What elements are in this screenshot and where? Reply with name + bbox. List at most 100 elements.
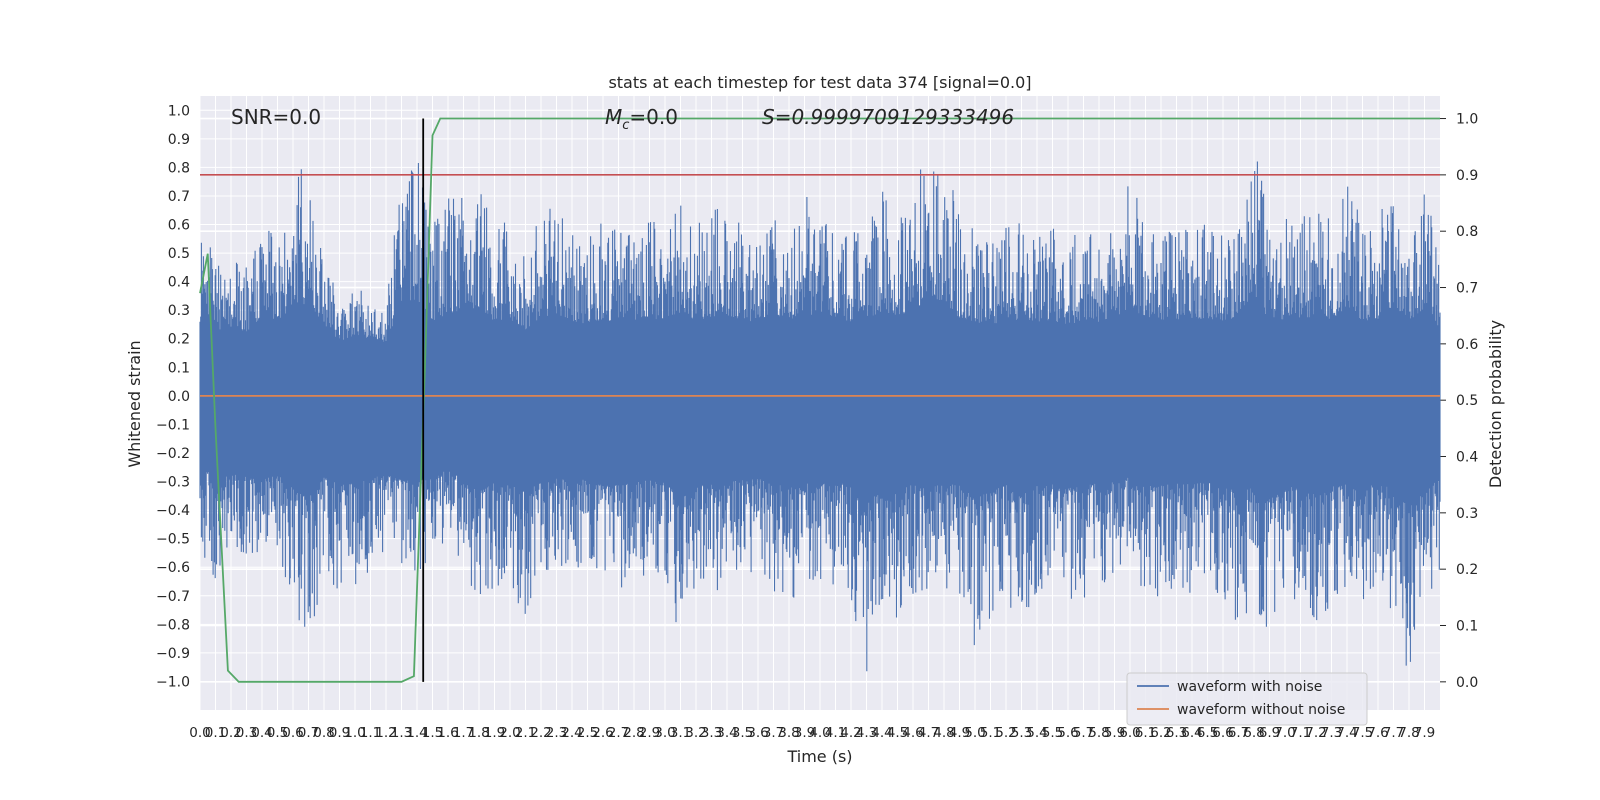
x-tick-label: 7.1	[1290, 725, 1311, 741]
x-tick-label: 6.5	[1197, 725, 1218, 741]
x-tick-label: 7.8	[1398, 725, 1419, 741]
y-tick-label: 0.2	[168, 332, 190, 348]
x-tick-label: 4.2	[840, 725, 861, 741]
y2-tick-label: 1.0	[1456, 112, 1478, 128]
chirp-mass-subscript: c	[622, 118, 629, 133]
s-annotation-text: S=0.9999709129333496	[762, 105, 1014, 129]
x-tick-label: 5.5	[1042, 725, 1063, 741]
x-tick-label: 7.2	[1305, 725, 1326, 741]
x-tick-label: 3.8	[778, 725, 799, 741]
y-tick-label: −0.1	[156, 417, 190, 433]
x-tick-label: 6.0	[1119, 725, 1140, 741]
x-tick-label: 2.8	[623, 725, 644, 741]
y-tick-label: −0.3	[156, 475, 190, 491]
overlay-series	[199, 117, 1440, 683]
x-tick-label: 6.3	[1166, 725, 1187, 741]
x-tick-label: 2.4	[561, 725, 582, 741]
x-tick-label: 3.4	[716, 725, 737, 741]
chirp-mass-annotation: Mc=0.0	[605, 105, 678, 133]
y-tick-label: −0.8	[156, 617, 190, 633]
x-tick-label: 6.7	[1228, 725, 1249, 741]
x-tick-label: 7.9	[1414, 725, 1435, 741]
x-tick-label: 5.1	[980, 725, 1001, 741]
y-tick-label: 0.8	[168, 160, 190, 176]
x-tick-label: 7.3	[1321, 725, 1342, 741]
x-tick-label: 0.2	[220, 725, 241, 741]
x-tick-label: 1.7	[453, 725, 474, 741]
x-tick-label: 1.1	[360, 725, 381, 741]
x-tick-label: 2.0	[499, 725, 520, 741]
y2-tick-label: 0.5	[1456, 393, 1478, 409]
x-tick-label: 4.8	[933, 725, 954, 741]
y-tick-label: 0.9	[168, 132, 190, 148]
x-tick-label: 2.7	[608, 725, 629, 741]
x-tick-label: 1.5	[422, 725, 443, 741]
x-tick-label: 4.5	[887, 725, 908, 741]
x-tick-label: 3.0	[654, 725, 675, 741]
x-tick-label: 4.9	[949, 725, 970, 741]
y-tick-label: 0.6	[168, 218, 190, 234]
y-tick-label: 0.0	[168, 389, 190, 405]
x-tick-label: 4.1	[825, 725, 846, 741]
y-tick-label: 1.0	[168, 103, 190, 119]
y-tick-label: 0.4	[168, 275, 190, 291]
x-tick-label: 3.6	[747, 725, 768, 741]
y2-tick-label: 0.8	[1456, 224, 1478, 240]
x-tick-label: 2.6	[592, 725, 613, 741]
x-tick-label: 5.0	[964, 725, 985, 741]
x-tick-label: 6.6	[1212, 725, 1233, 741]
x-tick-label: 0.4	[251, 725, 272, 741]
s-annotation: S=0.9999709129333496	[762, 105, 1014, 129]
x-tick-label: 0.0	[189, 725, 210, 741]
x-tick-labels: 0.00.10.20.30.40.50.60.70.80.91.01.11.21…	[189, 725, 1435, 741]
snr-annotation: SNR=0.0	[231, 105, 321, 129]
x-tick-label: 2.1	[515, 725, 536, 741]
x-tick-label: 7.7	[1383, 725, 1404, 741]
y-tick-label: 0.7	[168, 189, 190, 205]
legend-box	[1126, 672, 1368, 726]
x-tick-label: 7.0	[1274, 725, 1295, 741]
y2-axis-label: Detection probability	[1486, 320, 1505, 488]
x-tick-label: 6.9	[1259, 725, 1280, 741]
legend-label-clean: waveform without noise	[1177, 702, 1345, 718]
x-tick-label: 0.3	[236, 725, 257, 741]
y-axis-label: Whitened strain	[125, 340, 144, 467]
x-tick-label: 3.2	[685, 725, 706, 741]
x-tick-label: 6.2	[1150, 725, 1171, 741]
x-tick-label: 2.9	[639, 725, 660, 741]
x-tick-label: 1.6	[437, 725, 458, 741]
y2-tick-label: 0.9	[1456, 168, 1478, 184]
y-tick-label: −0.7	[156, 589, 190, 605]
x-tick-label: 0.1	[205, 725, 226, 741]
y2-tick-label: 0.0	[1456, 675, 1478, 691]
x-tick-label: 0.9	[329, 725, 350, 741]
x-tick-label: 5.9	[1104, 725, 1125, 741]
x-tick-label: 2.5	[577, 725, 598, 741]
x-tick-label: 2.2	[530, 725, 551, 741]
waveform-with-noise-series	[199, 161, 1441, 672]
x-tick-label: 0.6	[282, 725, 303, 741]
x-tick-label: 3.7	[763, 725, 784, 741]
x-tick-label: 5.8	[1088, 725, 1109, 741]
x-tick-label: 4.6	[902, 725, 923, 741]
y-tick-label: −0.5	[156, 532, 190, 548]
y2-tick-label: 0.6	[1456, 337, 1478, 353]
x-tick-label: 3.9	[794, 725, 815, 741]
chirp-mass-symbol: M	[605, 105, 622, 129]
legend: waveform with noise waveform without noi…	[1126, 672, 1368, 726]
x-tick-label: 1.9	[484, 725, 505, 741]
chart-title: stats at each timestep for test data 374…	[608, 73, 1031, 92]
x-tick-label: 5.7	[1073, 725, 1094, 741]
x-tick-label: 4.0	[809, 725, 830, 741]
x-tick-label: 1.2	[375, 725, 396, 741]
y-tick-label: −0.9	[156, 646, 190, 662]
x-tick-label: 4.7	[918, 725, 939, 741]
x-tick-label: 0.5	[267, 725, 288, 741]
x-tick-label: 6.1	[1135, 725, 1156, 741]
x-tick-label: 7.4	[1336, 725, 1357, 741]
x-tick-label: 5.6	[1057, 725, 1078, 741]
x-tick-label: 6.4	[1181, 725, 1202, 741]
y2-tick-label: 0.3	[1456, 506, 1478, 522]
